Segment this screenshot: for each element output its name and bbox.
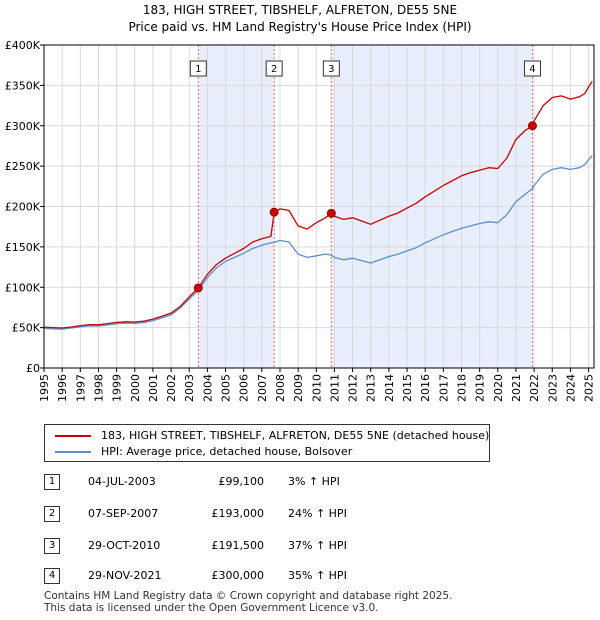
footer-licence: This data is licensed under the Open Gov…	[44, 602, 379, 614]
x-tick-label: 2025	[583, 374, 596, 402]
x-tick-label: 2023	[546, 374, 559, 402]
sale-hpi-change: 24% ↑ HPI	[288, 507, 347, 520]
x-tick-label: 2017	[437, 374, 450, 402]
x-tick-label: 2008	[274, 374, 287, 402]
legend-label-hpi: HPI: Average price, detached house, Bols…	[101, 445, 353, 458]
sale-marker-box	[265, 60, 283, 77]
sale-marker-box	[322, 60, 340, 77]
sale-row: 1 04-JUL-2003 £99,100 3% ↑ HPI	[44, 472, 444, 492]
sale-date: 07-SEP-2007	[88, 507, 159, 520]
x-tick-label: 2011	[328, 374, 341, 402]
axes: £0 £50K £100K £150K £200K £250K £300K £350K £400…	[5, 39, 596, 402]
sale-number-badge: 1	[44, 474, 60, 490]
hpi-line	[43, 155, 593, 330]
x-tick-label: 1998	[92, 374, 105, 402]
price-chart: 183, HIGH STREET, TIBSHELF, ALFRETON, DE…	[5, 3, 596, 402]
sale-row: 2 07-SEP-2007 £193,000 24% ↑ HPI	[44, 504, 444, 524]
x-tick-label: 2018	[455, 374, 468, 402]
sale-hpi-change: 37% ↑ HPI	[288, 539, 347, 552]
legend-swatch-property	[55, 435, 91, 437]
x-tick-label: 2009	[292, 374, 305, 402]
footer-copyright: Contains HM Land Registry data © Crown c…	[44, 590, 453, 602]
sale-marker-label: 3	[328, 64, 334, 75]
sale-price: £191,500	[211, 539, 265, 552]
sale-point	[269, 207, 279, 217]
sale-marker-box	[189, 60, 207, 77]
x-tick-label: 2022	[528, 374, 541, 402]
y-tick-label: £50K	[12, 322, 41, 335]
x-tick-label: 2020	[492, 374, 505, 402]
sale-date: 29-OCT-2010	[88, 539, 161, 552]
sale-price: £193,000	[211, 507, 265, 520]
chart-subtitle: Price paid vs. HM Land Registry's House …	[128, 20, 471, 34]
x-tick-label: 2002	[165, 374, 178, 402]
sale-marker-label: 4	[529, 64, 535, 75]
x-tick-label: 1996	[56, 374, 69, 402]
y-tick-label: £150K	[5, 241, 41, 254]
sale-number-badge: 3	[44, 538, 60, 554]
x-tick-label: 2012	[347, 374, 360, 402]
y-tick-label: £100K	[5, 281, 41, 294]
x-tick-label: 2019	[474, 374, 487, 402]
sale-price: £300,000	[211, 569, 265, 582]
sale-price: £99,100	[218, 475, 265, 488]
legend: 183, HIGH STREET, TIBSHELF, ALFRETON, DE…	[44, 424, 490, 462]
sale-point	[527, 121, 537, 131]
sale-date: 04-JUL-2003	[88, 475, 156, 488]
sale-number-badge: 2	[44, 506, 60, 522]
x-tick-label: 2021	[510, 374, 523, 402]
x-tick-label: 2014	[383, 374, 396, 402]
sale-row: 3 29-OCT-2010 £191,500 37% ↑ HPI	[44, 536, 444, 556]
x-tick-label: 2005	[220, 374, 233, 402]
footer: Contains HM Land Registry data © Crown c…	[44, 590, 452, 614]
y-tick-label: £300K	[5, 120, 41, 133]
chart-title: 183, HIGH STREET, TIBSHELF, ALFRETON, DE…	[143, 3, 457, 17]
sale-number-badge: 4	[44, 568, 60, 584]
x-tick-label: 2010	[310, 374, 323, 402]
x-tick-label: 2000	[129, 374, 142, 402]
x-tick-label: 2004	[201, 374, 214, 402]
y-tick-label: £250K	[5, 160, 41, 173]
sale-point	[326, 208, 336, 218]
x-tick-label: 1997	[74, 374, 87, 402]
x-tick-label: 2016	[419, 374, 432, 402]
sale-marker-label: 1	[195, 64, 201, 75]
x-tick-label: 2003	[183, 374, 196, 402]
sale-marker-label: 2	[271, 64, 277, 75]
y-tick-label: £200K	[5, 201, 41, 214]
y-tick-label: £0	[26, 362, 40, 375]
sale-markers: 1 2 3 4	[189, 45, 541, 368]
sale-marker-box	[523, 60, 541, 77]
sale-point	[193, 283, 203, 293]
sale-date: 29-NOV-2021	[88, 569, 162, 582]
legend-swatch-hpi	[55, 451, 91, 453]
x-tick-label: 2024	[564, 374, 577, 402]
x-tick-label: 1999	[111, 374, 124, 402]
x-tick-label: 2006	[238, 374, 251, 402]
x-tick-label: 1995	[38, 374, 51, 402]
x-tick-label: 2007	[256, 374, 269, 402]
legend-label-property: 183, HIGH STREET, TIBSHELF, ALFRETON, DE…	[101, 429, 490, 442]
y-tick-label: £400K	[5, 39, 41, 52]
x-tick-label: 2001	[147, 374, 160, 402]
x-tick-label: 2013	[365, 374, 378, 402]
sale-hpi-change: 35% ↑ HPI	[288, 569, 347, 582]
sale-hpi-change: 3% ↑ HPI	[288, 475, 340, 488]
y-tick-label: £350K	[5, 79, 41, 92]
sale-row: 4 29-NOV-2021 £300,000 35% ↑ HPI	[44, 566, 444, 586]
x-tick-label: 2015	[401, 374, 414, 402]
